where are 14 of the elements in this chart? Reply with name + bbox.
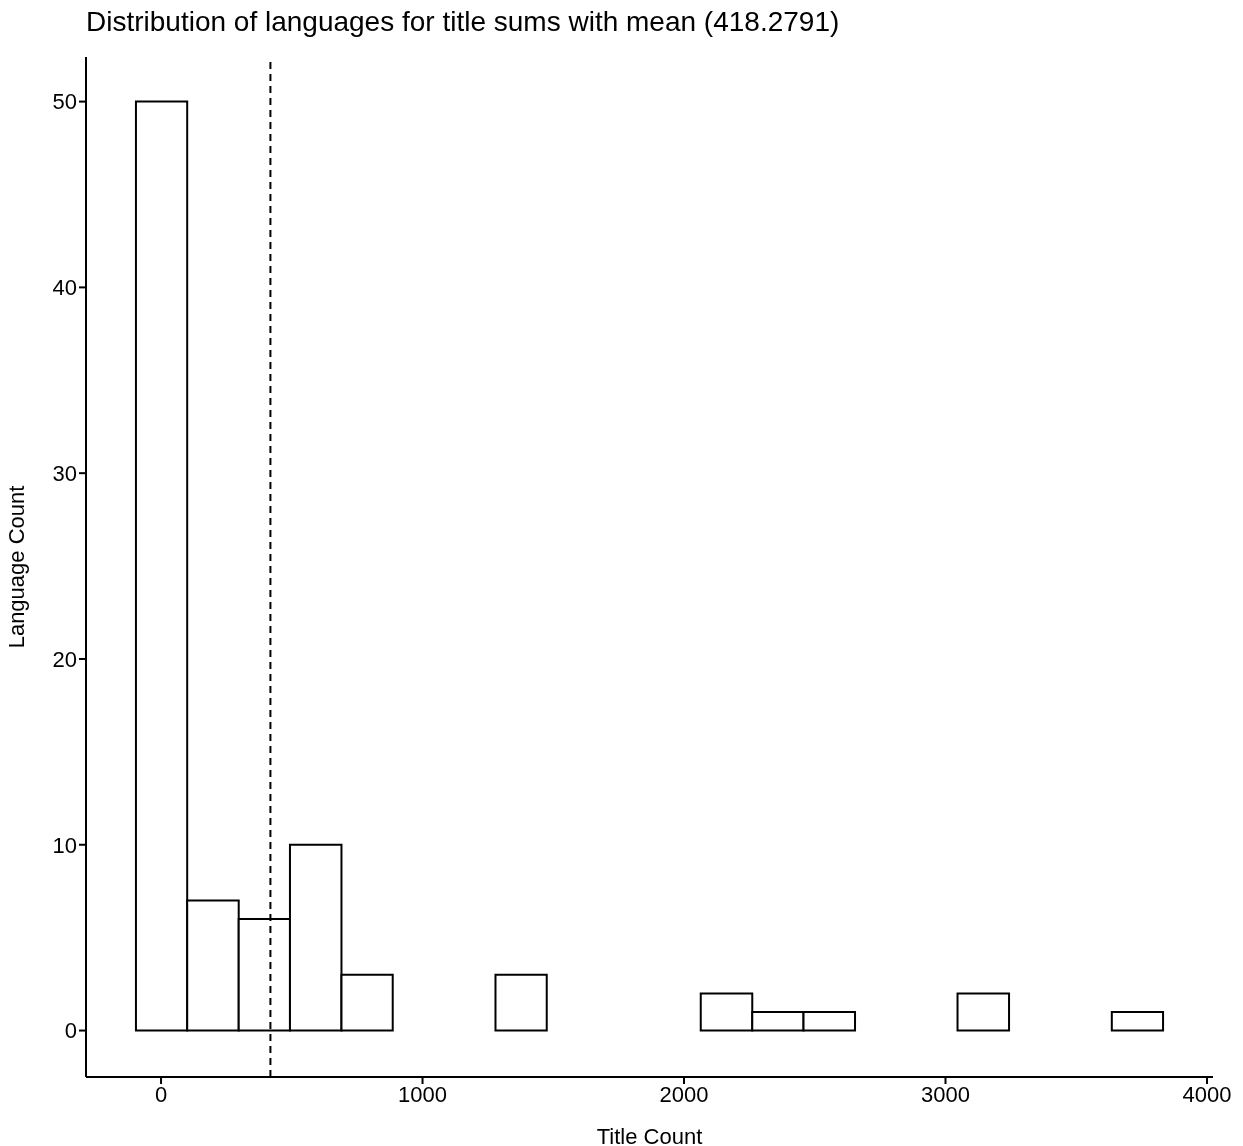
chart-title: Distribution of languages for title sums with mean (418.2791) xyxy=(86,6,840,38)
y-tick-label: 20 xyxy=(52,646,77,672)
y-tick-label: 0 xyxy=(64,1018,77,1044)
x-tick-label: 2000 xyxy=(659,1081,709,1107)
x-axis-title: Title Count xyxy=(596,1124,703,1146)
x-tick-label: 3000 xyxy=(921,1081,970,1107)
y-tick-label: 40 xyxy=(52,275,77,301)
y-axis-title: Language Count xyxy=(3,485,29,649)
x-tick-label: 0 xyxy=(154,1081,168,1107)
x-tick-label: 4000 xyxy=(1182,1081,1232,1107)
x-tick-label: 1000 xyxy=(398,1081,448,1107)
y-tick-label: 30 xyxy=(52,460,77,486)
y-tick-label: 50 xyxy=(52,89,77,115)
y-tick-label: 10 xyxy=(52,832,77,858)
